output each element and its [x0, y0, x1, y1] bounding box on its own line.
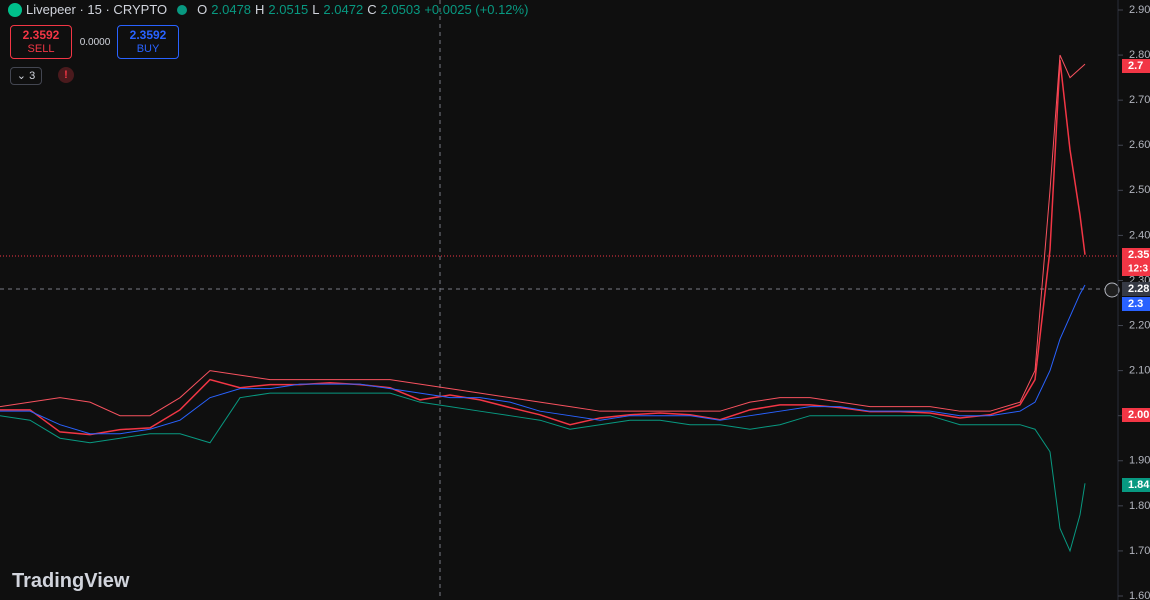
axis-badge-label: 1.84: [1128, 479, 1150, 491]
ohlc-value: 2.0478: [211, 2, 252, 17]
axis-badge: [1122, 248, 1150, 262]
axis-badge-label: 2.35: [1128, 249, 1149, 261]
ohlc-key: L: [312, 2, 320, 17]
axis-badge: [1122, 408, 1150, 422]
y-tick-label: 2.60: [1129, 139, 1150, 151]
series-line: [0, 59, 1086, 436]
axis-badge-label: 2.00: [1128, 409, 1149, 421]
ohlc-change: +0.0025 (+0.12%): [424, 2, 529, 17]
sell-price: 2.3592: [22, 28, 60, 42]
spread: 0.0000: [79, 37, 111, 48]
sell-button[interactable]: 2.3592 SELL: [10, 25, 72, 59]
logo: TradingView: [12, 570, 130, 592]
symbol[interactable]: Livepeer · 15 · CRYPTO: [26, 2, 168, 17]
buy-button[interactable]: 2.3592 BUY: [117, 25, 179, 59]
y-tick-label: 2.70: [1129, 94, 1150, 106]
axis-badge: [1122, 262, 1150, 276]
ohlc-value: 2.0472: [323, 2, 364, 17]
y-tick-label: 2.50: [1129, 184, 1150, 196]
axis-badge: [1122, 297, 1150, 311]
sell-label: SELL: [27, 43, 55, 55]
warning-icon[interactable]: !: [58, 67, 74, 83]
axis-badge: [1122, 59, 1150, 73]
indicator-count: 3: [29, 70, 36, 82]
buy-label: BUY: [136, 43, 160, 55]
series-line: [0, 392, 1086, 553]
series-line: [0, 54, 1086, 417]
ohlc-key: O: [197, 2, 208, 17]
y-tick-label: 2.40: [1129, 229, 1150, 241]
symbol-icon: [8, 2, 22, 17]
y-tick-label: 2.20: [1129, 319, 1150, 331]
axis-badge-label: 2.7: [1128, 60, 1143, 72]
y-tick-label: 1.90: [1129, 455, 1150, 467]
y-tick-label: 1.80: [1129, 500, 1150, 512]
header: Livepeer · 15 · CRYPTO O 2.0478 H 2.0515 L…: [8, 2, 528, 17]
y-tick-label: 2.90: [1129, 4, 1150, 16]
ohlc-key: C: [367, 2, 377, 17]
axis-badge-label: 12:3: [1128, 264, 1148, 275]
y-tick-label: 2.10: [1129, 365, 1150, 377]
ohlc-value: 2.0503: [380, 2, 421, 17]
axis-badge: [1122, 478, 1150, 492]
add-button[interactable]: [1104, 282, 1120, 298]
y-tick-label: 1.70: [1129, 545, 1150, 557]
ohlc-key: H: [255, 2, 265, 17]
status-dot: [177, 4, 188, 15]
ohlc-value: 2.0515: [268, 2, 309, 17]
indicators-toggle[interactable]: ⌄ 3: [10, 67, 42, 85]
y-tick-label: 1.60: [1129, 590, 1150, 600]
axis-badge-label: 2.28: [1128, 283, 1149, 295]
y-tick-label: 2.80: [1129, 49, 1150, 61]
axis-badge-label: 2.3: [1128, 298, 1143, 310]
buy-price: 2.3592: [129, 28, 167, 42]
axis-badge: [1122, 282, 1150, 296]
series-line: [0, 284, 1086, 435]
